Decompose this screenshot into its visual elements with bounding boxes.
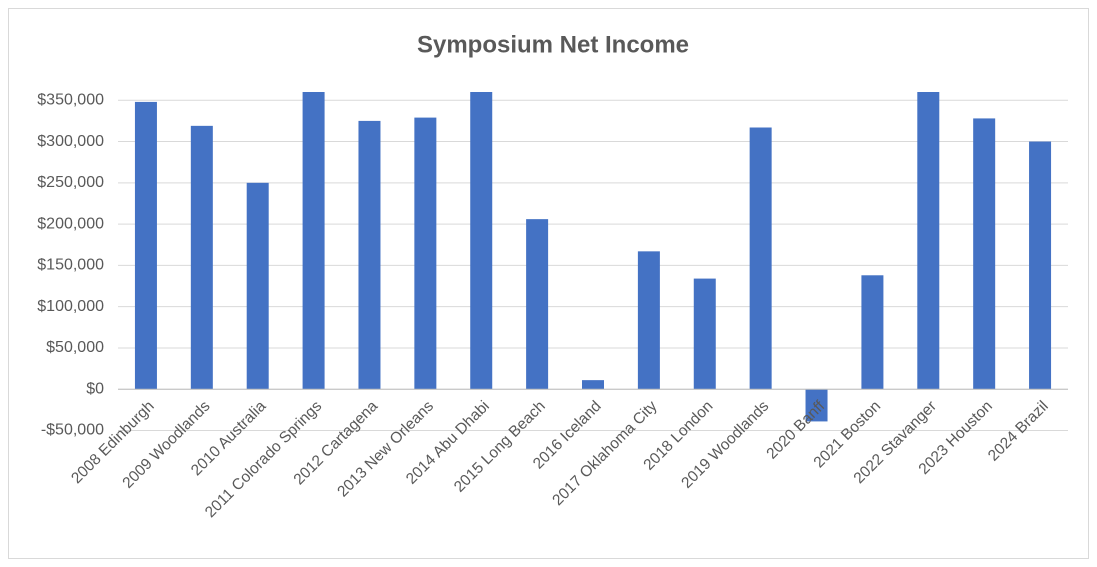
- y-tick-label: $250,000: [37, 174, 104, 191]
- bar: [414, 117, 437, 390]
- bar: [246, 182, 269, 390]
- bar: [134, 101, 157, 390]
- y-tick-label: -$50,000: [41, 422, 104, 439]
- bar: [693, 278, 716, 390]
- bar: [526, 219, 549, 390]
- bar: [1029, 141, 1052, 390]
- y-tick-label: $50,000: [46, 339, 104, 356]
- bar: [637, 251, 660, 390]
- y-tick-label: $100,000: [37, 298, 104, 315]
- y-tick-label: $300,000: [37, 133, 104, 150]
- y-tick-label: $350,000: [37, 91, 104, 108]
- bar: [805, 389, 828, 422]
- chart-title: Symposium Net Income: [417, 31, 689, 58]
- bar: [470, 92, 493, 390]
- y-tick-label: $0: [86, 380, 104, 397]
- bar: [973, 118, 996, 390]
- bar: [917, 92, 940, 390]
- bar: [582, 380, 604, 390]
- bar: [358, 120, 381, 390]
- y-tick-label: $200,000: [37, 215, 104, 232]
- bar: [302, 92, 325, 390]
- bar: [861, 275, 884, 390]
- bar: [749, 127, 772, 390]
- bar: [190, 125, 213, 390]
- y-tick-label: $150,000: [37, 257, 104, 274]
